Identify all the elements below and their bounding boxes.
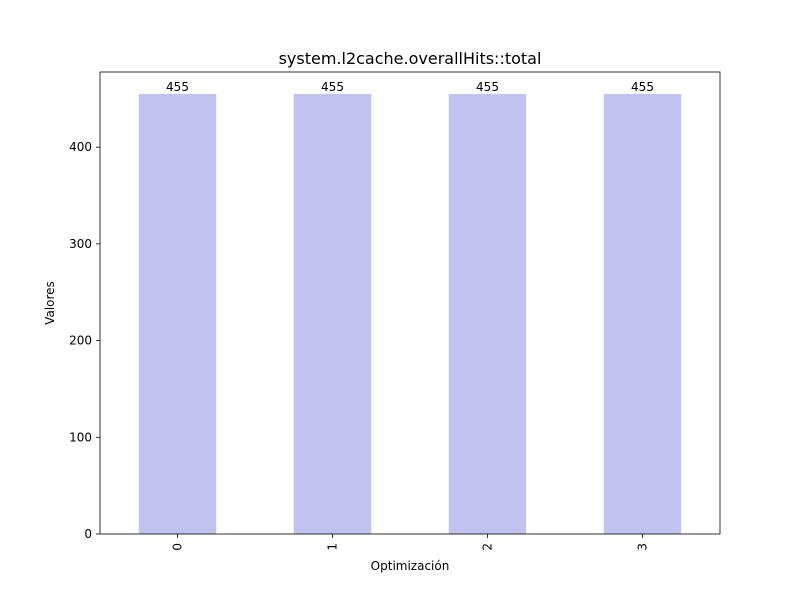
bar-2 xyxy=(448,94,527,534)
x-tick-label-0: 0 xyxy=(171,543,185,551)
y-tick-label-100: 100 xyxy=(69,430,92,444)
x-tick-label-2: 2 xyxy=(481,543,495,551)
x-tick-label-3: 3 xyxy=(636,543,650,551)
x-tick-label-1: 1 xyxy=(326,543,340,551)
bar-3 xyxy=(603,94,682,534)
y-tick-label-0: 0 xyxy=(84,527,92,541)
y-tick-label-200: 200 xyxy=(69,334,92,348)
axes-frame xyxy=(99,71,721,535)
bar-1 xyxy=(293,94,372,534)
data-label-1: 455 xyxy=(321,80,344,94)
x-axis-label: Optimización xyxy=(371,559,450,573)
plot-area: 455 455 455 455 0 100 200 300 400 0 1 2 3 xyxy=(69,71,721,551)
bar-0 xyxy=(138,94,217,534)
y-tick-label-400: 400 xyxy=(69,140,92,154)
data-label-3: 455 xyxy=(631,80,654,94)
data-label-0: 455 xyxy=(166,80,189,94)
chart-title: system.l2cache.overallHits::total xyxy=(279,49,542,68)
data-label-2: 455 xyxy=(476,80,499,94)
y-axis-label: Valores xyxy=(43,281,57,325)
y-tick-label-300: 300 xyxy=(69,237,92,251)
